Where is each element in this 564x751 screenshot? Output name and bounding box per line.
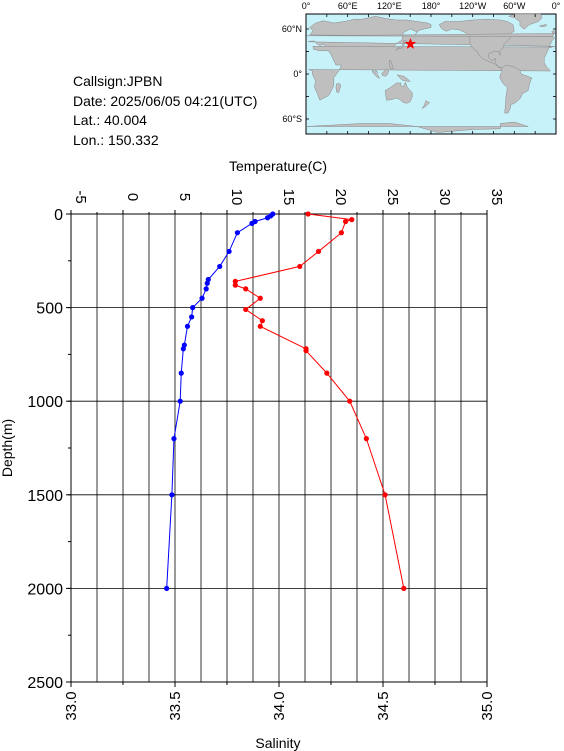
land-polygon	[421, 99, 431, 109]
map-latitude-label: 60°N	[282, 24, 302, 34]
location-map: 0° 60°E 120°E 180° 120°W 60°W 0° 60°N 0° 60°S	[282, 1, 561, 135]
temperature-data-point	[184, 323, 191, 329]
temperature-data-point	[177, 398, 183, 404]
temperature-tick-label: 25	[384, 189, 401, 206]
temperature-tick-label: -5	[72, 190, 89, 203]
salinity-data-point	[401, 585, 407, 592]
temperature-tick-label: 15	[280, 189, 297, 206]
land-polygon	[438, 19, 515, 69]
salinity-data-point	[232, 282, 238, 288]
land-polygon	[381, 68, 389, 77]
temperature-tick-label: 35	[488, 189, 505, 206]
map-latitude-label: 60°S	[282, 114, 302, 124]
temperature-data-point	[204, 280, 210, 286]
temperature-axis-label: Temperature(C)	[229, 160, 327, 174]
temperature-data-point	[178, 370, 184, 376]
temperature-tick-label: 0	[124, 193, 141, 201]
salinity-data-point	[338, 230, 344, 236]
profile-chart: Temperature(C) Salinity Depth(m) -5 0 5 10 1…	[0, 160, 505, 751]
land-polygon	[389, 60, 394, 70]
salinity-data-point	[243, 306, 249, 313]
salinity-data-point	[382, 492, 388, 498]
depth-tick-label: 2000	[27, 581, 63, 598]
salinity-data-point	[305, 211, 311, 217]
salinity-data-point	[232, 278, 238, 284]
salinity-data-point	[349, 217, 355, 223]
land-polygon	[402, 40, 408, 43]
land-polygon	[396, 43, 405, 51]
salinity-data-point	[315, 248, 322, 255]
temperature-data-point	[189, 314, 195, 320]
map-longitude-label: 120°W	[459, 1, 487, 11]
land-polygon	[384, 81, 413, 104]
depth-tick-label: 0	[54, 207, 63, 224]
salinity-data-point	[297, 263, 303, 270]
salinity-data-point	[259, 318, 265, 324]
map-longitude-label: 0°	[552, 1, 561, 11]
map-longitude-label: 120°E	[377, 1, 402, 11]
land-polygon	[371, 69, 381, 80]
land-polygon	[335, 83, 341, 94]
temperature-tick-label: 5	[176, 193, 193, 201]
temperature-data-point	[234, 230, 240, 236]
salinity-data-point	[257, 323, 263, 329]
salinity-tick-label: 35.0	[479, 691, 496, 720]
temperature-data-point	[169, 492, 175, 498]
salinity-data-point	[324, 370, 330, 376]
salinity-data-point	[257, 295, 263, 301]
callsign-text: Callsign:JPBN	[73, 73, 163, 89]
map-longitude-label: 60°E	[338, 1, 358, 11]
temperature-data-point	[171, 436, 177, 442]
depth-tick-label: 500	[36, 301, 63, 318]
temperature-data-point	[190, 305, 196, 311]
map-latitude-label: 0°	[293, 69, 302, 79]
temperature-data-point	[180, 346, 186, 352]
temperature-data-point	[264, 215, 271, 221]
salinity-tick-label: 34.5	[375, 691, 392, 720]
land-polygon	[499, 64, 533, 114]
map-longitude-label: 60°W	[503, 1, 526, 11]
salinity-data-point	[303, 348, 309, 354]
map-land	[305, 13, 556, 133]
salinity-data-point	[342, 218, 349, 225]
temperature-tick-label: 30	[436, 189, 453, 206]
depth-tick-label: 1000	[27, 394, 63, 411]
depth-tick-label: 2500	[27, 675, 63, 692]
salinity-data-point	[347, 398, 353, 404]
salinity-tick-label: 33.5	[167, 691, 184, 720]
land-polygon	[306, 30, 556, 37]
salinity-axis-label: Salinity	[255, 735, 300, 751]
station-info: Callsign:JPBN Date: 2025/06/05 04:21(UTC…	[73, 72, 257, 150]
salinity-tick-label: 34.0	[271, 691, 288, 720]
depth-tick-label: 1500	[27, 488, 63, 505]
salinity-tick-label: 33.0	[63, 691, 80, 720]
salinity-data-point	[243, 286, 249, 292]
map-longitude-label: 180°	[422, 1, 441, 11]
map-longitude-label: 0°	[302, 1, 311, 11]
star-icon	[404, 37, 417, 50]
land-polygon	[305, 121, 529, 133]
temperature-tick-label: 20	[332, 189, 349, 206]
temperature-data-point	[199, 295, 205, 301]
temperature-data-point	[217, 263, 223, 270]
date-text: Date: 2025/06/05 04:21(UTC)	[73, 92, 258, 109]
temperature-data-point	[164, 585, 170, 592]
temperature-data-point	[203, 286, 209, 292]
land-polygon	[539, 24, 548, 28]
temperature-data-point	[226, 248, 232, 255]
temperature-data-point	[249, 220, 255, 226]
land-polygon	[396, 74, 411, 82]
salinity-profile-line	[234, 213, 405, 589]
temperature-tick-label: 10	[228, 189, 245, 206]
depth-axis-label: Depth(m)	[0, 419, 15, 477]
salinity-data-point	[363, 436, 369, 442]
lat-text: Lat.: 40.004	[73, 112, 147, 128]
lon-text: Lon.: 150.332	[73, 131, 159, 148]
